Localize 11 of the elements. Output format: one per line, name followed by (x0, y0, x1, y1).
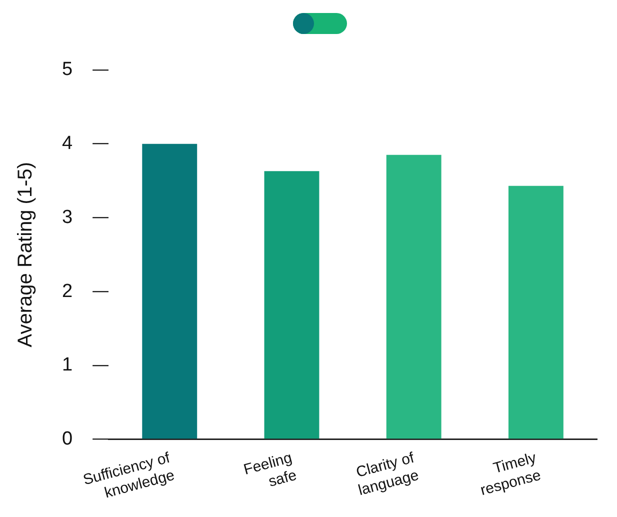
y-tick-label: 0 (62, 428, 73, 450)
y-axis-title: Average Rating (1-5) (14, 162, 37, 348)
x-tick-label: Clarity of language (354, 449, 421, 500)
x-tick-label: Sufficiency of knowledge (81, 449, 176, 502)
y-tick-label: 5 (62, 59, 73, 80)
y-tick-label: 4 (62, 133, 73, 154)
y-tick-label: 1 (62, 354, 73, 376)
y-tick-label: 2 (62, 280, 73, 302)
x-tick-label: Timely response (478, 449, 543, 500)
x-tick-label: Feeling safe (242, 449, 298, 490)
y-tick-label: 3 (62, 206, 73, 228)
